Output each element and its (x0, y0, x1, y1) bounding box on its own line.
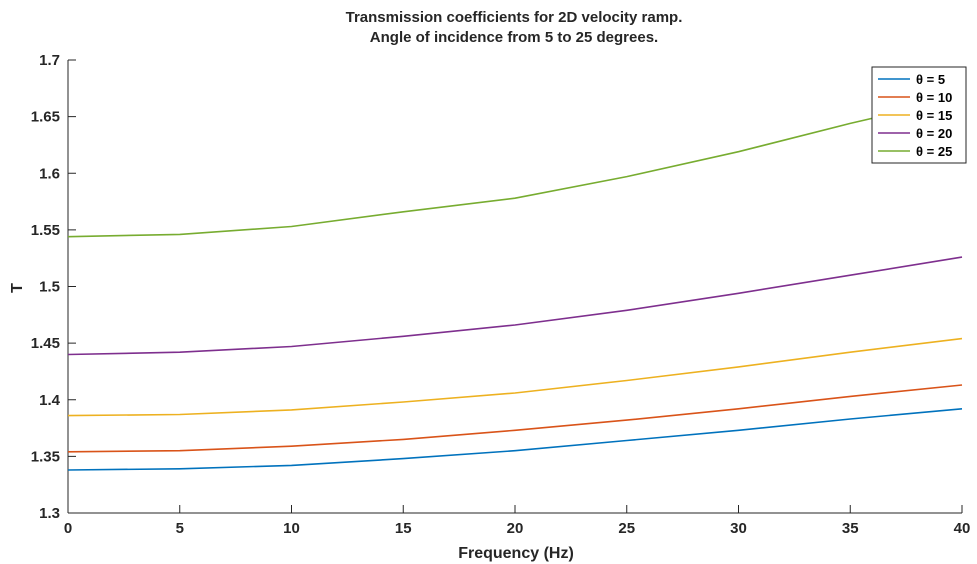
x-tick-label: 0 (64, 520, 72, 537)
series-line-4 (67, 96, 963, 238)
y-tick-label: 1.3 (39, 505, 60, 522)
y-tick-label: 1.55 (31, 222, 60, 239)
chart-subtitle: Angle of incidence from 5 to 25 degrees. (370, 29, 658, 46)
y-axis-label: T (9, 283, 26, 293)
y-tick-label: 1.5 (39, 279, 60, 296)
plot-area: 0 5 10 15 20 25 30 35 40 1.3 1.35 1.4 1.45 1.5 1.55 1.6… (31, 52, 971, 537)
x-tick-label: 30 (730, 520, 747, 537)
x-tick-label: 25 (618, 520, 635, 537)
y-tick-label: 1.6 (39, 165, 60, 182)
legend-entry: θ = 15 (916, 108, 952, 123)
y-tick-label: 1.45 (31, 335, 60, 352)
x-tick-label: 35 (842, 520, 859, 537)
x-tick-label: 40 (954, 520, 971, 537)
y-tick-label: 1.65 (31, 109, 60, 126)
x-axis-label: Frequency (Hz) (458, 545, 574, 562)
series-line-2 (67, 337, 963, 417)
x-tick-label: 20 (507, 520, 524, 537)
x-tick-label: 15 (395, 520, 412, 537)
series-line-3 (67, 256, 963, 356)
chart-title: Transmission coefficients for 2D velocit… (346, 9, 683, 26)
y-tick-label: 1.4 (39, 392, 61, 409)
series-line-0 (67, 408, 963, 471)
legend-entry: θ = 25 (916, 144, 952, 159)
series-line-1 (67, 384, 963, 453)
x-tick-label: 10 (283, 520, 300, 537)
y-tick-label: 1.7 (39, 52, 60, 69)
x-tick-label: 5 (176, 520, 184, 537)
y-tick-label: 1.35 (31, 448, 60, 465)
legend-entry: θ = 5 (916, 72, 945, 87)
legend-entry: θ = 10 (916, 90, 952, 105)
legend-entry: θ = 20 (916, 126, 952, 141)
